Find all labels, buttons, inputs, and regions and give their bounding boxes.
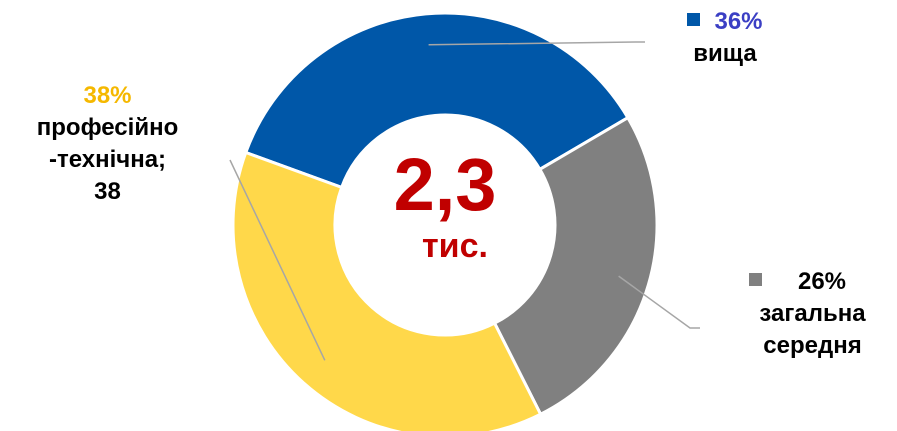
percent-label-higher: 36%: [714, 8, 763, 35]
leader-line-general-secondary: [618, 275, 700, 329]
legend-marker-general-secondary: [748, 273, 762, 286]
data-label-vocational: 38% професійно -технічна; 38: [0, 80, 215, 208]
data-label-general-secondary: 26% загальна середня: [700, 266, 895, 362]
legend-marker-higher: [687, 13, 701, 26]
percent-label-vocational: 38%: [83, 82, 132, 109]
category-label-vocational-line3: 38: [94, 178, 121, 205]
category-label-general-secondary-line2: середня: [763, 332, 862, 359]
center-total-value: 2,3: [393, 143, 497, 226]
category-label-higher: вища: [693, 40, 757, 67]
category-label-general-secondary-line1: загальна: [759, 300, 866, 327]
data-label-higher: 36% вища: [650, 6, 800, 70]
slice-higher: [243, 11, 630, 190]
slice-vocational: [231, 150, 543, 431]
slice-general-secondary: [492, 115, 659, 417]
category-label-vocational-line1: професійно: [36, 114, 179, 141]
leader-line-vocational: [229, 159, 326, 361]
center-total-unit: тис.: [422, 227, 488, 265]
category-label-vocational-line2: -технічна;: [48, 146, 167, 173]
percent-label-general-secondary: 26%: [797, 268, 847, 295]
leader-line-higher: [428, 41, 645, 46]
